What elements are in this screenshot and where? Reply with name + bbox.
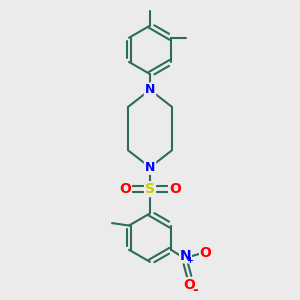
- Text: -: -: [192, 283, 198, 297]
- Text: N: N: [145, 83, 155, 96]
- Text: O: O: [200, 246, 212, 260]
- Text: S: S: [145, 182, 155, 196]
- Text: O: O: [183, 278, 195, 292]
- Text: N: N: [145, 161, 155, 174]
- Text: +: +: [186, 256, 193, 265]
- Text: O: O: [119, 182, 131, 196]
- Text: O: O: [169, 182, 181, 196]
- Text: N: N: [180, 249, 191, 263]
